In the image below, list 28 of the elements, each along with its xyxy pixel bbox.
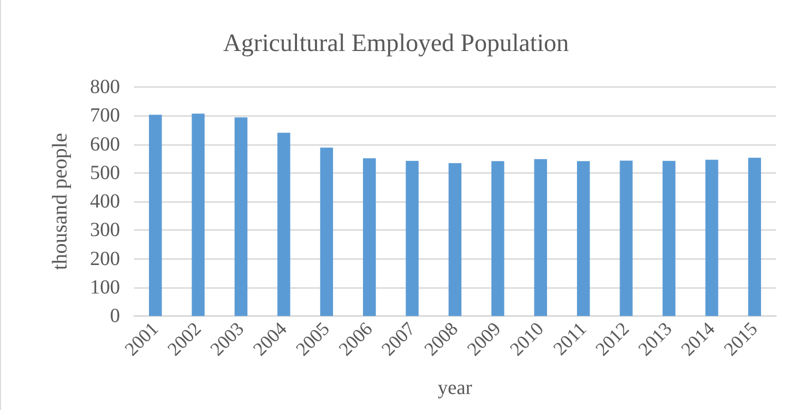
y-tick-label: 0 bbox=[110, 305, 120, 327]
bar bbox=[320, 148, 334, 316]
bar bbox=[576, 161, 590, 316]
x-axis-title: year bbox=[438, 377, 473, 399]
bar bbox=[277, 132, 290, 316]
bar bbox=[705, 160, 718, 316]
bar bbox=[662, 160, 676, 316]
bar bbox=[148, 114, 162, 316]
bar bbox=[448, 163, 462, 316]
y-tick-label: 300 bbox=[90, 219, 120, 242]
y-tick-label: 700 bbox=[90, 104, 120, 127]
y-tick-label: 400 bbox=[90, 190, 120, 212]
x-tick-label: 2011 bbox=[550, 318, 591, 360]
y-tick-label: 600 bbox=[90, 133, 120, 156]
bar bbox=[620, 160, 633, 316]
y-tick-label: 200 bbox=[90, 248, 120, 270]
bar bbox=[192, 114, 205, 316]
y-tick-label: 500 bbox=[90, 162, 120, 184]
bar bbox=[748, 158, 762, 316]
y-tick-label: 800 bbox=[90, 76, 120, 98]
bar bbox=[534, 159, 548, 316]
chart-title: Agricultural Employed Population bbox=[223, 30, 570, 57]
bar bbox=[406, 160, 419, 316]
bar bbox=[491, 161, 504, 316]
y-tick-label: 100 bbox=[90, 276, 120, 298]
bar bbox=[234, 117, 248, 316]
y-axis-title: thousand people bbox=[48, 132, 72, 270]
bar bbox=[362, 158, 376, 316]
